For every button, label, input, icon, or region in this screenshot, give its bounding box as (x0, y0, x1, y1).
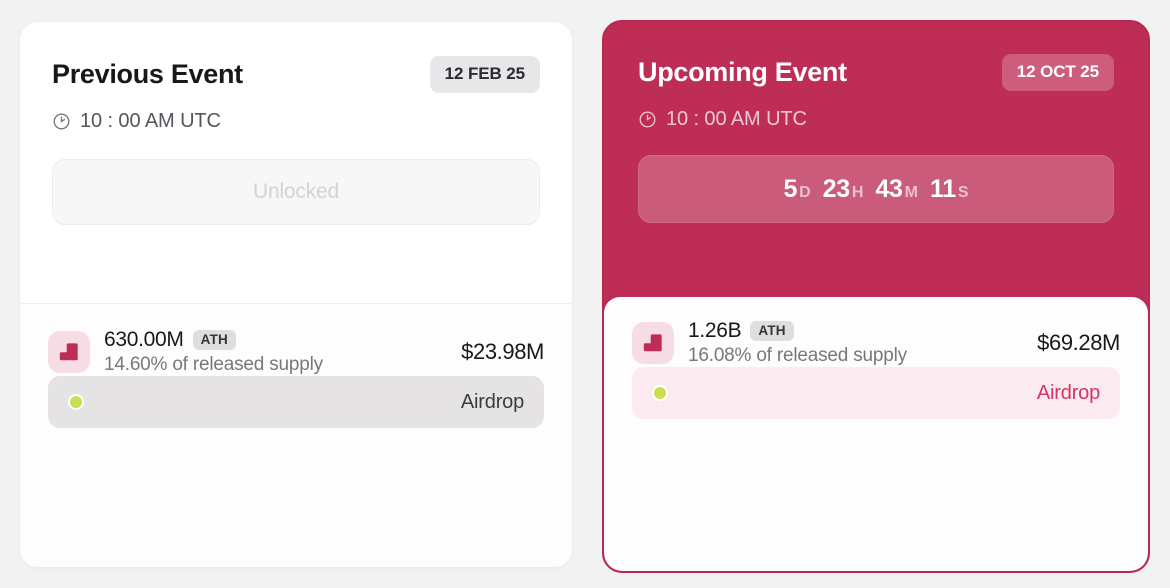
countdown-days-value: 5 (783, 174, 798, 203)
unlocked-label: Unlocked (253, 180, 339, 203)
countdown-hours-value: 23 (822, 174, 851, 203)
previous-event-token-amount: 630.00M (104, 328, 184, 351)
upcoming-event-header: Upcoming Event 12 OCT 25 10 : 00 AM UTC … (604, 22, 1148, 223)
previous-event-token-subtitle: 14.60% of released supply (104, 354, 323, 375)
upcoming-event-token-subtitle: 16.08% of released supply (688, 345, 907, 366)
unlocked-status-pill: Unlocked (52, 159, 540, 225)
countdown-minutes: 43 M (875, 175, 918, 204)
upcoming-event-token-amount: 1.26B (688, 319, 742, 342)
countdown-days: 5 D (783, 175, 810, 204)
upcoming-event-date-badge: 12 OCT 25 (1001, 54, 1114, 91)
countdown-minutes-unit: M (904, 183, 918, 201)
ath-badge: ATH (750, 320, 794, 342)
previous-event-date-badge: 12 FEB 25 (429, 56, 540, 93)
upcoming-event-tag-row[interactable]: Airdrop (632, 367, 1120, 419)
previous-event-token-row: 630.00M ATH 14.60% of released supply $2… (20, 304, 572, 376)
countdown-seconds-unit: S (957, 183, 969, 201)
clock-icon (52, 112, 71, 131)
status-dot-icon (652, 385, 668, 401)
previous-event-body: 630.00M ATH 14.60% of released supply $2… (20, 303, 572, 567)
countdown-hours: 23 H (823, 175, 864, 204)
previous-event-tag-label: Airdrop (460, 390, 524, 413)
upcoming-event-body: 1.26B ATH 16.08% of released supply $69.… (604, 297, 1148, 571)
countdown-hours-unit: H (851, 183, 864, 201)
previous-event-amount-line: 630.00M ATH (104, 328, 445, 352)
ath-badge: ATH (192, 329, 236, 351)
previous-event-tag-row[interactable]: Airdrop (48, 376, 544, 428)
upcoming-event-time-row: 10 : 00 AM UTC (638, 108, 1114, 131)
previous-event-header-top: Previous Event 12 FEB 25 (52, 56, 540, 93)
countdown-minutes-value: 43 (875, 174, 903, 203)
upcoming-event-card[interactable]: Upcoming Event 12 OCT 25 10 : 00 AM UTC … (602, 20, 1150, 573)
countdown-timer: 5 D 23 H 43 M 11 S (638, 155, 1114, 223)
token-logo-icon (632, 322, 674, 364)
status-dot-icon (68, 394, 84, 410)
token-logo-icon (48, 331, 90, 373)
countdown-seconds: 11 S (930, 175, 969, 204)
upcoming-event-token-meta: 1.26B ATH 16.08% of released supply (688, 319, 1021, 367)
previous-event-token-meta: 630.00M ATH 14.60% of released supply (104, 328, 445, 376)
upcoming-event-token-value: $69.28M (1037, 330, 1120, 355)
previous-event-token-value: $23.98M (461, 339, 544, 364)
upcoming-event-time: 10 : 00 AM UTC (666, 108, 807, 130)
previous-event-time-row: 10 : 00 AM UTC (52, 110, 540, 133)
previous-event-time: 10 : 00 AM UTC (80, 110, 221, 132)
countdown-days-unit: D (799, 183, 811, 201)
upcoming-event-amount-line: 1.26B ATH (688, 319, 1021, 343)
countdown-segments: 5 D 23 H 43 M 11 S (783, 175, 968, 204)
countdown-seconds-value: 11 (929, 174, 956, 203)
upcoming-event-tag-label: Airdrop (1036, 381, 1100, 404)
previous-event-header: Previous Event 12 FEB 25 10 : 00 AM UTC … (20, 22, 572, 225)
upcoming-event-title: Upcoming Event (638, 57, 847, 87)
clock-icon (638, 110, 657, 129)
upcoming-event-header-top: Upcoming Event 12 OCT 25 (638, 54, 1114, 91)
previous-event-card[interactable]: Previous Event 12 FEB 25 10 : 00 AM UTC … (20, 22, 572, 567)
upcoming-event-token-row: 1.26B ATH 16.08% of released supply $69.… (604, 297, 1148, 367)
page-title: Previous Event (52, 59, 243, 89)
